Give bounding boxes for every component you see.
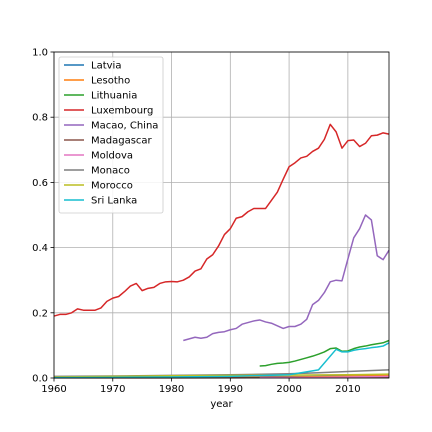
legend-label-sri-lanka: Sri Lanka xyxy=(91,196,137,207)
y-tick-label: 0.6 xyxy=(32,178,48,189)
y-tick-label: 0.8 xyxy=(32,113,48,124)
x-tick-label: 1980 xyxy=(159,384,184,395)
legend-label-madagascar: Madagascar xyxy=(91,136,153,147)
legend-label-monaco: Monaco xyxy=(91,166,130,177)
x-tick-label: 1990 xyxy=(218,384,243,395)
x-axis-title: year xyxy=(210,399,233,410)
series-line-sri-lanka xyxy=(53,342,390,379)
legend: Latvia Lesotho Lithuania Luxembourg Macao, C… xyxy=(58,56,164,214)
x-tick-label: 2000 xyxy=(276,384,301,395)
y-tick-label: 0.2 xyxy=(32,308,48,319)
legend-label-lithuania: Lithuania xyxy=(91,91,137,102)
x-tick-label: 2010 xyxy=(335,384,360,395)
y-axis: 0.0 0.2 0.4 0.6 0.8 1.0 xyxy=(32,48,54,385)
legend-label-latvia: Latvia xyxy=(91,61,121,72)
y-tick-label: 0.0 xyxy=(32,374,48,385)
series-line-macao-china xyxy=(183,214,390,342)
plot-frame xyxy=(53,51,390,379)
legend-box xyxy=(58,56,164,214)
legend-label-morocco: Morocco xyxy=(91,181,133,192)
x-axis: 1960 1970 1980 1990 2000 2010 xyxy=(41,378,361,395)
legend-label-luxembourg: Luxembourg xyxy=(91,106,153,117)
series-line-luxembourg xyxy=(53,123,390,317)
x-tick-label: 1970 xyxy=(100,384,125,395)
legend-label-moldova: Moldova xyxy=(91,151,133,162)
y-tick-label: 0.4 xyxy=(32,243,48,254)
series-line-lithuania xyxy=(259,339,390,367)
series-line-morocco xyxy=(53,373,390,378)
legend-label-macao-china: Macao, China xyxy=(91,121,158,132)
grid xyxy=(53,51,389,379)
legend-label-lesotho: Lesotho xyxy=(91,76,130,87)
y-tick-label: 1.0 xyxy=(32,48,48,59)
x-tick-label: 1960 xyxy=(41,384,66,395)
